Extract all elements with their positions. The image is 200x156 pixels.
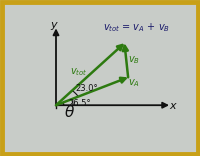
Text: y: y bbox=[50, 20, 57, 30]
Text: 26.5°: 26.5° bbox=[69, 99, 91, 108]
Text: $\theta$: $\theta$ bbox=[64, 104, 75, 120]
Text: $\mathit{v}_{tot}$: $\mathit{v}_{tot}$ bbox=[70, 66, 88, 78]
Text: x: x bbox=[170, 101, 176, 111]
Text: $\mathit{v}_A$: $\mathit{v}_A$ bbox=[128, 77, 140, 89]
Text: $\mathit{v}_B$: $\mathit{v}_B$ bbox=[128, 54, 140, 66]
Text: $\mathit{v}_{tot}$ = $\mathit{v}_A$ + $\mathit{v}_B$: $\mathit{v}_{tot}$ = $\mathit{v}_A$ + $\… bbox=[103, 21, 170, 34]
Text: 23.0°: 23.0° bbox=[76, 84, 99, 93]
